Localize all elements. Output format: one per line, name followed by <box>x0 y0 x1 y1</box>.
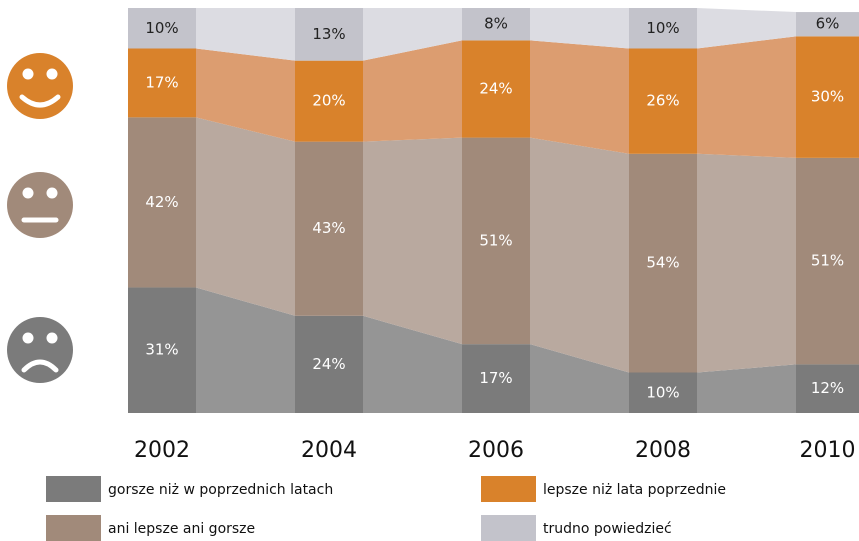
value-label: 24% <box>479 80 512 98</box>
bar <box>128 117 196 288</box>
bar <box>462 40 530 138</box>
bar <box>295 141 363 316</box>
value-label: 51% <box>811 252 844 270</box>
bar <box>629 8 697 49</box>
bar <box>629 372 697 413</box>
band <box>363 8 462 61</box>
value-label: 8% <box>484 15 508 33</box>
bar <box>629 48 697 154</box>
value-label: 10% <box>646 19 679 37</box>
neutral-face <box>7 172 73 238</box>
value-label: 26% <box>646 92 679 110</box>
legend-label: gorsze niż w poprzednich latach <box>108 482 333 498</box>
band <box>196 8 295 61</box>
bar <box>796 157 859 365</box>
bar <box>295 8 363 61</box>
bar <box>295 315 363 413</box>
band <box>196 117 295 316</box>
bar <box>462 8 530 41</box>
value-label: 17% <box>145 73 178 91</box>
legend-label: trudno powiedzieć <box>543 521 672 537</box>
bar <box>629 153 697 373</box>
bar <box>128 48 196 118</box>
x-tick-label: 2010 <box>800 438 856 463</box>
legend-label: ani lepsze ani gorsze <box>108 521 255 537</box>
value-label: 20% <box>312 92 345 110</box>
band <box>697 36 796 158</box>
bar <box>796 36 859 158</box>
value-label: 51% <box>479 231 512 249</box>
legend-swatch <box>46 476 101 502</box>
band <box>697 364 796 413</box>
band <box>530 137 629 373</box>
band <box>530 8 629 49</box>
value-label: 17% <box>479 369 512 387</box>
band <box>363 315 462 413</box>
bar <box>462 344 530 413</box>
legend-label: lepsze niż lata poprzednie <box>543 482 726 498</box>
x-tick-label: 2004 <box>301 438 357 463</box>
bar <box>796 364 859 413</box>
bar <box>128 287 196 413</box>
bar <box>128 8 196 49</box>
legend-swatch <box>46 515 101 541</box>
legend-swatch <box>481 515 536 541</box>
value-label: 42% <box>145 193 178 211</box>
bar <box>295 60 363 142</box>
bar <box>462 137 530 345</box>
value-label: 30% <box>811 88 844 106</box>
sad-face <box>7 317 73 383</box>
value-label: 43% <box>312 219 345 237</box>
value-label: 12% <box>811 379 844 397</box>
value-label: 24% <box>312 355 345 373</box>
value-label: 54% <box>646 254 679 272</box>
value-label: 31% <box>145 341 178 359</box>
band <box>363 137 462 345</box>
band <box>697 153 796 373</box>
value-label: 10% <box>646 383 679 401</box>
bar <box>796 12 859 37</box>
band <box>530 344 629 413</box>
x-tick-label: 2008 <box>635 438 691 463</box>
happy-face <box>7 53 73 119</box>
band <box>196 287 295 413</box>
legend-swatch <box>481 476 536 502</box>
x-tick-label: 2002 <box>134 438 190 463</box>
band <box>363 40 462 142</box>
value-label: 13% <box>312 25 345 43</box>
value-label: 10% <box>145 19 178 37</box>
band <box>196 48 295 142</box>
x-tick-label: 2006 <box>468 438 524 463</box>
band <box>697 8 796 49</box>
band <box>530 40 629 154</box>
value-label: 6% <box>816 15 840 33</box>
